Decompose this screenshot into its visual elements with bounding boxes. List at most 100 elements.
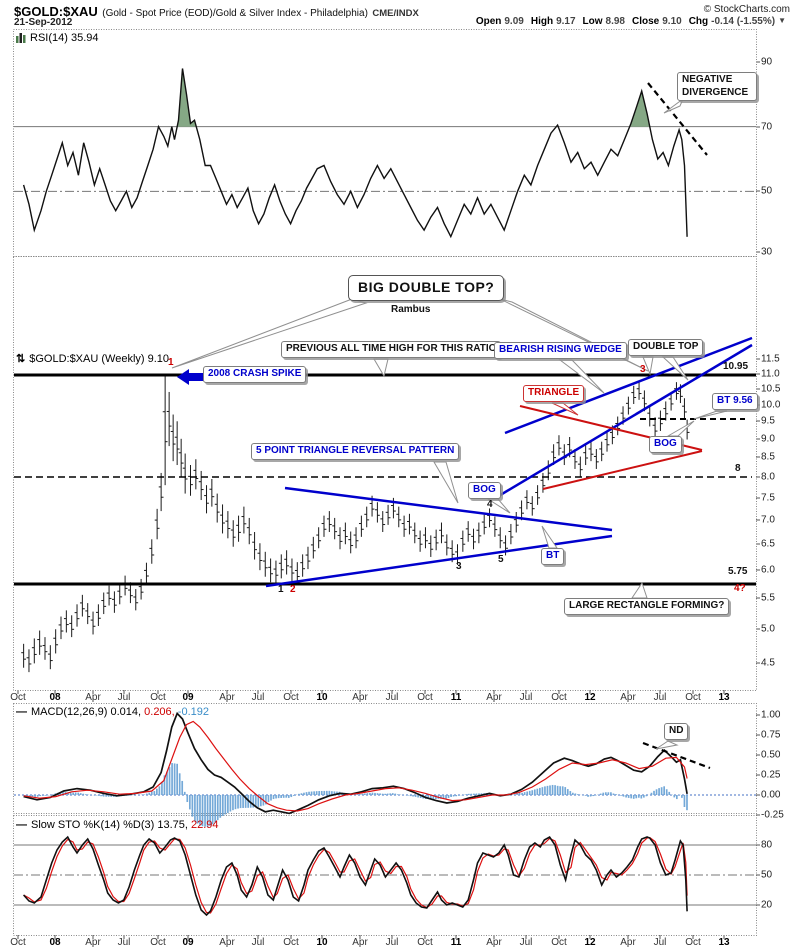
sto-plot — [14, 835, 756, 917]
point-1-red: 1 — [168, 357, 174, 368]
left-arrow-icon — [177, 369, 206, 385]
x-axis-label: Oct — [417, 692, 433, 703]
level-5-75-label: 5.75 — [728, 566, 748, 577]
x-axis-label: Jul — [519, 937, 533, 948]
rsi-axis-label: 90 — [761, 56, 773, 68]
level-10-95-label: 10.95 — [723, 361, 749, 372]
annotation-lines — [14, 82, 756, 770]
macd-plot — [14, 711, 756, 827]
negative-divergence-note: NEGATIVE DIVERGENCE — [677, 72, 757, 101]
legend-dash-icon: — — [16, 819, 27, 831]
x-axis-label: Jul — [251, 937, 265, 948]
crash-spike-note: 2008 CRASH SPIKE — [203, 366, 307, 383]
quote-key: High — [530, 16, 554, 27]
bt-956-note: BT 9.56 — [712, 393, 758, 410]
macd-value: 0.014, — [110, 706, 142, 718]
price-axis-label: 9.5 — [761, 415, 775, 427]
quote-value: 9.17 — [556, 16, 576, 27]
bt-left-note: BT — [541, 548, 565, 565]
macd-axis-label: 0.75 — [761, 729, 781, 741]
price-axis-label: 9.0 — [761, 433, 775, 445]
x-axis-label: Jul — [117, 692, 131, 703]
x-axis-label: Apr — [620, 692, 636, 703]
x-axis-label: 10 — [316, 692, 328, 703]
x-axis-label: Oct — [417, 937, 433, 948]
nd-note: ND — [664, 723, 689, 740]
price-axis-label: 7.5 — [761, 492, 775, 504]
macd-axis-label: 0.25 — [761, 769, 781, 781]
point-1: 1 — [278, 584, 284, 595]
x-axis-label: Oct — [685, 937, 701, 948]
point-5: 5 — [498, 554, 504, 565]
main-panel-label: ⇅ $GOLD:$XAU (Weekly) 9.10 — [16, 352, 169, 366]
large-rectangle-note: LARGE RECTANGLE FORMING? — [564, 598, 730, 615]
x-axis-label: Apr — [486, 937, 502, 948]
x-axis-label: Oct — [551, 692, 567, 703]
macd-label: MACD(12,26,9) — [31, 706, 108, 718]
point-3-red: 3 — [640, 364, 646, 375]
rsi-axis-label: 50 — [761, 185, 773, 197]
macd-panel-label: — MACD(12,26,9) 0.014, 0.206, -0.192 — [16, 706, 209, 718]
rsi-label: RSI(14) — [30, 32, 68, 44]
x-axis-label: Jul — [653, 692, 667, 703]
price-axis-label: 5.0 — [761, 623, 775, 635]
point-4: 4 — [487, 499, 493, 510]
sto-panel-label: — Slow STO %K(14) %D(3) 13.75, 22.94 — [16, 819, 219, 831]
macd-axis-label: 0.00 — [761, 789, 781, 801]
price-axis-label: 7.0 — [761, 514, 775, 526]
x-axis-label: Oct — [551, 937, 567, 948]
x-axis-label: 12 — [584, 692, 596, 703]
x-axis-label: Apr — [219, 692, 235, 703]
chg-down-arrow-icon: ▼ — [778, 16, 786, 25]
quote-value: 9.10 — [662, 16, 682, 27]
quote-key: Low — [582, 16, 603, 27]
x-axis-label: Oct — [685, 692, 701, 703]
x-axis-label: 12 — [584, 937, 596, 948]
macd-axis-label: 0.50 — [761, 749, 781, 761]
sto-axis-label: 80 — [761, 839, 773, 851]
x-axis-label: 11 — [450, 937, 462, 948]
macd-hist-value: -0.192 — [177, 706, 209, 718]
sto-label: Slow STO %K(14) %D(3) — [31, 819, 155, 831]
price-axis-label: 6.0 — [761, 564, 775, 576]
x-axis-label: 09 — [182, 692, 194, 703]
indicator-icon — [16, 33, 26, 43]
rambus-note: Rambus — [391, 304, 431, 315]
x-axis-label: Jul — [117, 937, 131, 948]
x-axis-label: Apr — [352, 937, 368, 948]
price-axis-label: 8.5 — [761, 451, 775, 463]
panel-frames — [13, 29, 757, 936]
x-axis-label: Jul — [385, 937, 399, 948]
legend-dash-icon: — — [16, 706, 27, 718]
quote-row: Open 9.09 High 9.17 Low 8.98 Close 9.10 Chg -0.14… — [469, 16, 786, 27]
quote-key: Chg — [688, 16, 709, 27]
x-axis-label: 08 — [49, 692, 61, 703]
x-axis-label: Apr — [85, 692, 101, 703]
quote-key: Close — [632, 16, 660, 27]
chart-date: 21-Sep-2012 — [14, 17, 73, 28]
x-axis-label: 10 — [316, 937, 328, 948]
price-axis-label: 6.5 — [761, 538, 775, 550]
sto-d-value: 22.94 — [191, 819, 219, 831]
macd-axis-label: -0.25 — [761, 809, 784, 821]
ticker-symbol: $GOLD:$XAU — [14, 4, 98, 19]
big-double-top-note: BIG DOUBLE TOP? — [348, 275, 505, 301]
x-axis-label: 13 — [718, 937, 730, 948]
ticker-description: (Gold - Spot Price (EOD)/Gold & Silver I… — [102, 8, 368, 19]
sto-axis-label: 20 — [761, 899, 773, 911]
x-axis-label: Apr — [486, 692, 502, 703]
x-axis-label: Apr — [219, 937, 235, 948]
point-2-red: 2 — [290, 584, 296, 595]
price-axis-label: 11.5 — [761, 353, 780, 365]
rsi-axis-label: 30 — [761, 246, 773, 258]
price-plot — [21, 373, 690, 673]
price-axis-label: 11.0 — [761, 368, 780, 380]
x-axis-label: Oct — [283, 937, 299, 948]
sto-k-value: 13.75, — [157, 819, 188, 831]
price-axis-label: 10.0 — [761, 399, 781, 411]
price-axis-label: 5.5 — [761, 592, 775, 604]
rsi-panel-label: RSI(14) 35.94 — [16, 32, 99, 44]
macd-axis-label: 1.00 — [761, 709, 781, 721]
